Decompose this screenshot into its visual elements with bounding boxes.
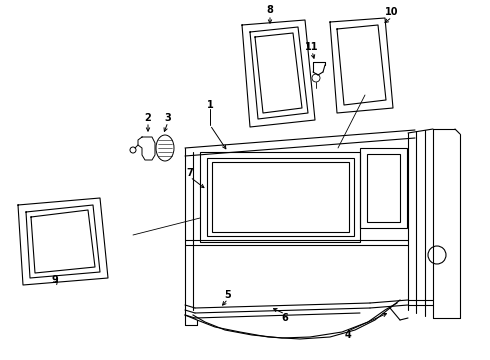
- Text: 10: 10: [385, 7, 399, 17]
- Text: 9: 9: [51, 275, 58, 285]
- Bar: [212, 162, 349, 232]
- Text: 11: 11: [305, 42, 319, 52]
- Bar: [360, 148, 407, 228]
- Text: 1: 1: [207, 100, 213, 110]
- Text: 7: 7: [187, 168, 194, 178]
- Text: 6: 6: [282, 313, 289, 323]
- Text: 2: 2: [145, 113, 151, 123]
- Text: 8: 8: [267, 5, 273, 15]
- Bar: [207, 158, 354, 236]
- Text: 4: 4: [344, 330, 351, 340]
- Bar: [200, 152, 360, 242]
- Bar: [367, 154, 400, 222]
- Text: 3: 3: [165, 113, 172, 123]
- Text: 5: 5: [224, 290, 231, 300]
